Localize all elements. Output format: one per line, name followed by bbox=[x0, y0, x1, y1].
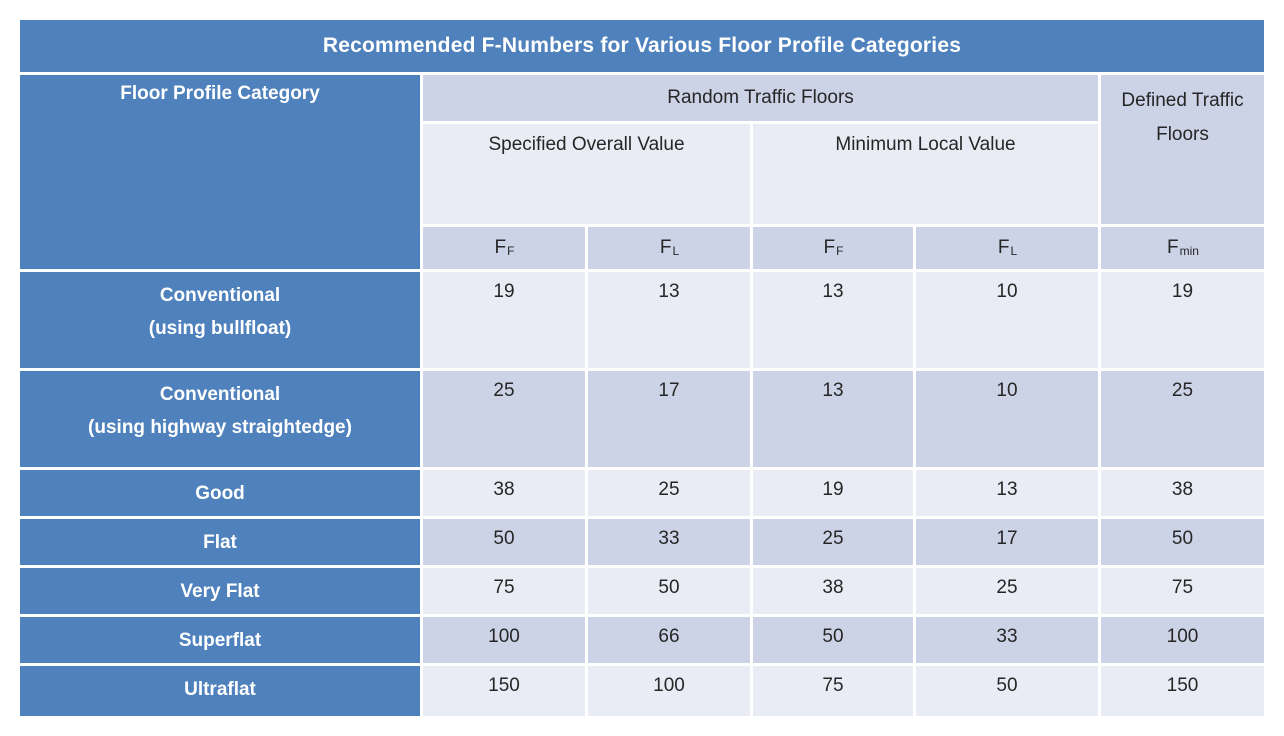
table-cell: 19 bbox=[423, 272, 585, 368]
row-label-conventional-straightedge: Conventional (using highway straightedge… bbox=[20, 371, 420, 467]
f-label-base: F bbox=[494, 237, 507, 258]
table-cell: 17 bbox=[916, 519, 1098, 565]
column-subgroup-specified-overall-value: Specified Overall Value bbox=[423, 124, 750, 224]
column-group-defined-traffic-floors: Defined Traffic Floors bbox=[1101, 75, 1264, 224]
f-label-sub: L bbox=[672, 244, 680, 258]
f-label-sub: F bbox=[836, 244, 844, 258]
row-label-very-flat: Very Flat bbox=[20, 568, 420, 614]
table-cell: 50 bbox=[1101, 519, 1264, 565]
table-cell: 38 bbox=[423, 470, 585, 516]
table-cell: 75 bbox=[753, 666, 913, 716]
row-label-superflat: Superflat bbox=[20, 617, 420, 663]
table-cell: 33 bbox=[916, 617, 1098, 663]
table-cell: 38 bbox=[753, 568, 913, 614]
f-label-base: F bbox=[1167, 237, 1179, 258]
table-cell: 50 bbox=[753, 617, 913, 663]
table-cell: 25 bbox=[916, 568, 1098, 614]
table-cell: 66 bbox=[588, 617, 750, 663]
f-numbers-table: Recommended F-Numbers for Various Floor … bbox=[20, 20, 1264, 716]
row-label-good: Good bbox=[20, 470, 420, 516]
table-cell: 75 bbox=[423, 568, 585, 614]
table-cell: 150 bbox=[1101, 666, 1264, 716]
table-cell: 13 bbox=[916, 470, 1098, 516]
f-label-sub: L bbox=[1010, 244, 1018, 258]
f-label-base: F bbox=[997, 237, 1010, 258]
table-cell: 13 bbox=[753, 272, 913, 368]
table-cell: 19 bbox=[1101, 272, 1264, 368]
table-cell: 38 bbox=[1101, 470, 1264, 516]
column-group-random-traffic-floors: Random Traffic Floors bbox=[423, 75, 1098, 121]
table-cell: 33 bbox=[588, 519, 750, 565]
table-cell: 75 bbox=[1101, 568, 1264, 614]
table-cell: 10 bbox=[916, 371, 1098, 467]
table-cell: 150 bbox=[423, 666, 585, 716]
table-cell: 13 bbox=[753, 371, 913, 467]
table-cell: 25 bbox=[1101, 371, 1264, 467]
table-cell: 25 bbox=[423, 371, 585, 467]
table-cell: 100 bbox=[423, 617, 585, 663]
table-cell: 50 bbox=[588, 568, 750, 614]
table-cell: 10 bbox=[916, 272, 1098, 368]
row-label-conventional-bullfloat: Conventional (using bullfloat) bbox=[20, 272, 420, 368]
table-cell: 17 bbox=[588, 371, 750, 467]
table-cell: 100 bbox=[1101, 617, 1264, 663]
f-label-base: F bbox=[823, 237, 836, 258]
row-label-flat: Flat bbox=[20, 519, 420, 565]
f-label-base: F bbox=[659, 237, 672, 258]
column-header-floor-profile-category: Floor Profile Category bbox=[20, 75, 420, 269]
f-label-sub: F bbox=[507, 244, 515, 258]
table-cell: 25 bbox=[753, 519, 913, 565]
table-cell: 100 bbox=[588, 666, 750, 716]
row-label-ultraflat: Ultraflat bbox=[20, 666, 420, 716]
table-cell: 19 bbox=[753, 470, 913, 516]
table-title: Recommended F-Numbers for Various Floor … bbox=[20, 20, 1264, 72]
table-cell: 25 bbox=[588, 470, 750, 516]
table-cell: 50 bbox=[423, 519, 585, 565]
column-subgroup-minimum-local-value: Minimum Local Value bbox=[753, 124, 1098, 224]
table-cell: 13 bbox=[588, 272, 750, 368]
f-label-sub: min bbox=[1179, 244, 1199, 258]
table-cell: 50 bbox=[916, 666, 1098, 716]
